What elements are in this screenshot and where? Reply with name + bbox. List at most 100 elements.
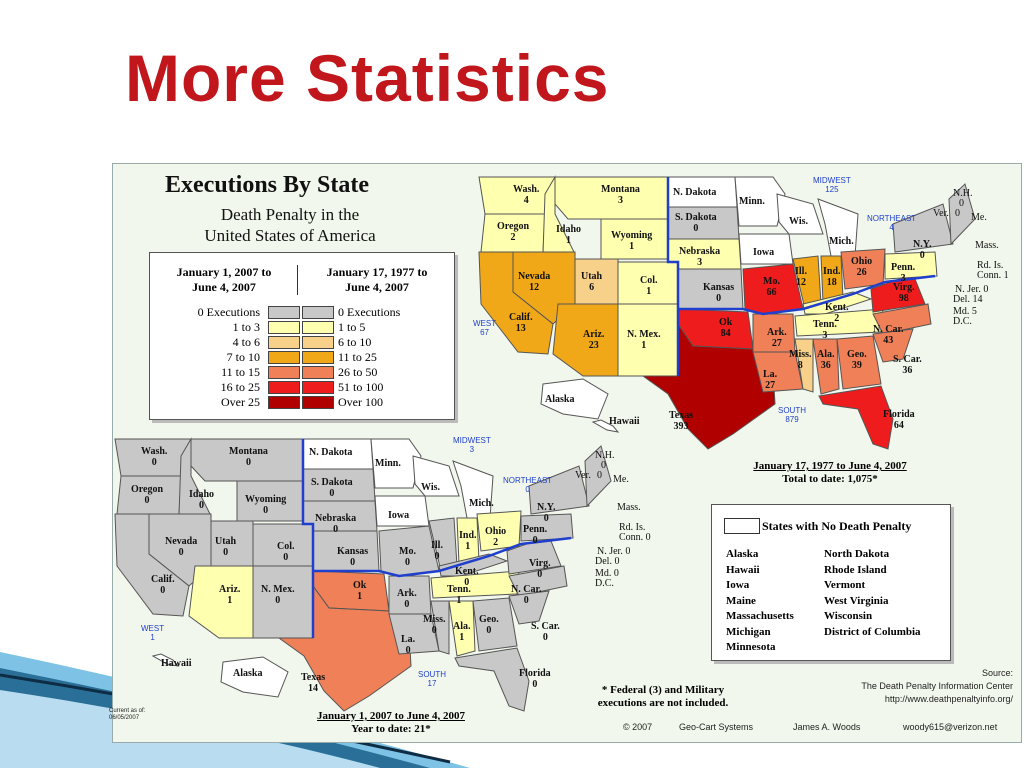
legend-swatch-right [302,351,334,364]
top-map [478,175,976,450]
legend-right-label: 26 to 50 [338,365,378,379]
state-alaska-top [540,378,609,420]
region-name: WEST [473,319,497,328]
state-label: N. Car. 43 [873,324,903,346]
state-value: 14 [308,683,319,694]
state-name: La. [763,369,778,380]
state-label: Ohio 26 [851,256,872,278]
state-label: Minn. [375,458,401,469]
state-ny-top [892,203,954,253]
state-value: 8 [797,360,803,371]
state-name: N. Dakota [309,447,353,458]
state-label: Nevada 12 [518,271,550,293]
state-value: 43 [883,335,894,346]
state-label: Texas 14 [301,672,325,694]
legend-left-label: 0 Executions [197,305,260,319]
state-label: Wis. [789,216,808,227]
region-label-west: WEST 1 [141,624,164,642]
state-name: Ind. [459,530,477,541]
state-label: Florida 0 [519,668,551,690]
state-mich-top [817,198,859,257]
state-label: Wash. 4 [513,184,539,206]
east-state-label: N. Jer. 0 [597,546,631,557]
state-name: S. Dakota [311,477,353,488]
state-label: Ohio 2 [485,526,506,548]
state-label: Oregon 2 [497,221,529,243]
legend-right-label: 0 Executions [338,305,401,319]
legend-head-right: January 17, 1977 to June 4, 2007 [304,265,450,295]
us-maps-graphic [114,175,976,712]
state-name: Wash. [513,184,540,195]
state-label: N. Mex. 1 [627,329,661,351]
state-value: 0 [275,595,281,606]
legend-swatch-right [302,396,334,409]
legend-left-label: 11 to 15 [221,365,260,379]
state-name: N. Dakota [673,187,717,198]
state-name: Virg. [529,558,551,569]
state-hawaii-bottom [151,653,180,667]
state-name: Nebraska [679,246,721,257]
credit-author: James A. Woods [793,722,861,732]
region-count: 1 [150,633,155,642]
state-label: N.Y. 0 [913,239,932,261]
region-boundary-south-bottom [313,536,572,578]
state-value: 0 [223,547,229,558]
state-name: Wyoming [245,494,287,505]
credit-geocart: Geo-Cart Systems [679,722,754,732]
legend-left-label: Over 25 [221,395,260,409]
region-boundary-west-bottom [301,439,315,638]
state-value: 12 [529,282,540,293]
state-name: Oregon [131,484,164,495]
state-label: Montana 0 [229,446,268,468]
state-name: Ariz. [219,584,241,595]
east-state-label: Rd. Is. [977,260,1004,271]
state-name: Ark. [767,327,787,338]
state-label: Wyoming 1 [611,230,652,252]
state-label: Utah 6 [581,271,602,293]
legend-swatch-right [302,381,334,394]
bottom-map-date-line: January 1, 2007 to June 4, 2007 [317,710,465,722]
legend-swatch-right [302,321,334,334]
state-label: Ind. 18 [823,266,841,288]
state-name: Miss. [789,349,812,360]
state-label: Utah 0 [215,536,236,558]
region-name: NORTHEAST [503,476,553,485]
state-value: 3 [617,195,623,206]
source-note: Source: The Death Penalty Information Ce… [818,667,1013,706]
legend-head-right-line2: June 4, 2007 [345,280,409,294]
state-label: Tenn. 1 [447,584,471,606]
state-value: 0 [532,535,538,546]
state-label: Virg. 0 [529,558,551,580]
state-penn-top [884,251,938,280]
state-label: Tenn. 3 [813,319,837,341]
state-name: Nevada [165,536,198,547]
state-name: Nevada [518,271,551,282]
state-ala-bottom [448,600,476,657]
state-name: Ala. [817,349,835,360]
region-count: 4 [889,223,894,232]
state-name: Miss. [423,614,446,625]
state-label: Oregon 0 [131,484,163,506]
state-name: Montana [601,184,640,195]
state-name: Ill. [431,540,443,551]
east-state-label: Conn. 1 [977,270,1009,281]
region-label-south: SOUTH 879 [778,406,806,424]
region-name: SOUTH [418,670,446,679]
state-name: Wyoming [611,230,653,241]
state-label: Minn. [739,196,765,207]
current-as-of: Current as of: 06/05/2007 [109,708,145,722]
state-value: 0 [543,513,549,524]
state-value: 0 [523,595,529,606]
top-map-caption: January 17, 1977 to June 4, 2007 Total t… [725,460,935,486]
state-name: N. Mex. [627,329,661,340]
state-name: N.Y. [913,239,932,250]
state-newengland-top [948,183,976,246]
east-state-label: Del. 14 [953,294,983,305]
state-label: Calif. 13 [509,312,533,334]
state-label: Miss. 8 [789,349,812,371]
state-name: Texas [301,672,326,683]
credit-copyright: © 2007 [623,722,653,732]
state-value: 0 [431,625,437,636]
legend-right-label: 6 to 10 [338,335,372,349]
state-label: Kansas 0 [703,282,734,304]
